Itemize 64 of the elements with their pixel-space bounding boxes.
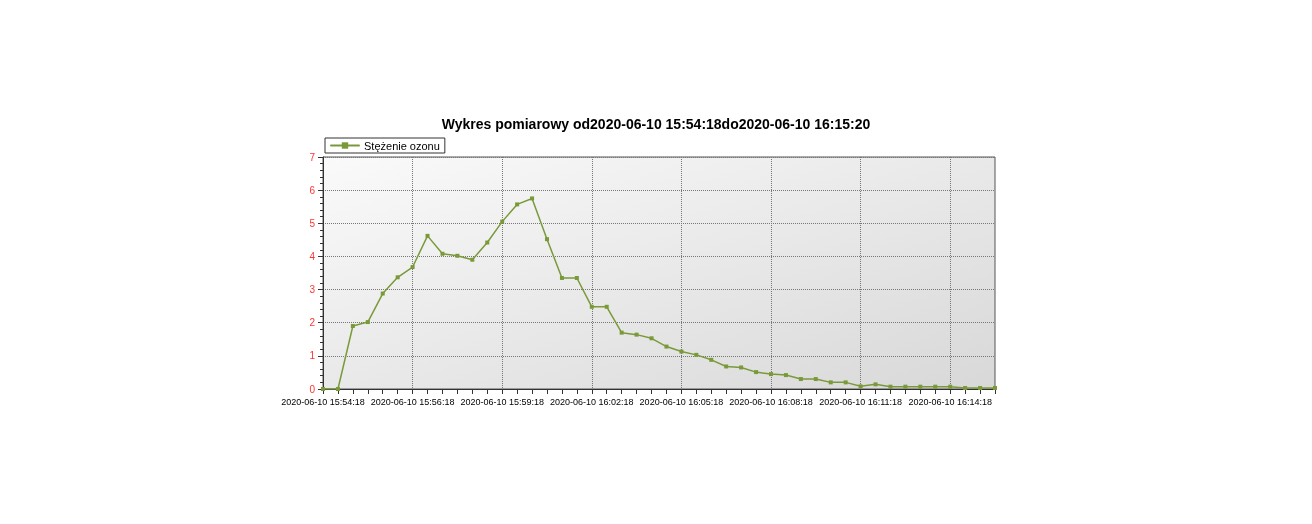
point [828,380,833,385]
point [559,275,564,280]
y-tick-label: 6 [309,184,316,196]
point [798,377,803,382]
point [395,275,400,280]
point [365,320,370,325]
point [634,332,639,337]
point [321,387,325,391]
y-tick-label: 2 [309,317,316,329]
point [918,384,923,389]
point [754,370,759,375]
x-tick-label: 2020-06-10 16:11:18 [819,396,903,407]
point [470,257,475,262]
x-tick-label: 2020-06-10 16:08:18 [729,396,813,407]
y-tick-label: 4 [309,250,316,262]
point [380,291,385,296]
point [858,384,863,389]
y-tick-label: 7 [309,151,316,163]
point [485,240,490,245]
point [574,275,579,280]
point [724,364,729,369]
x-tick-label: 2020-06-10 15:54:18 [281,396,365,407]
x-tick-label: 2020-06-10 15:56:18 [370,396,455,407]
point [843,380,848,385]
point [709,357,714,362]
x-tick-label: 2020-06-10 16:02:18 [550,396,634,407]
point [545,237,549,242]
point [679,349,684,354]
y-tick-label: 5 [309,217,316,229]
x-tick-label: 2020-06-10 16:05:18 [639,396,724,407]
point [769,372,773,377]
x-tick-label: 2020-06-10 15:59:18 [460,396,544,407]
chart-title: Wykres pomiarowy od2020-06-10 15:54:18do2020-06-10 16:15:20 [441,116,871,132]
point [739,365,744,370]
y-tick-label: 3 [309,284,316,296]
point [500,219,505,224]
point [963,386,968,391]
point [903,384,908,389]
point [350,324,355,329]
point [993,386,997,391]
point [619,330,624,335]
point [530,196,535,201]
point [589,304,594,309]
point [604,304,609,309]
point [440,251,445,256]
point [455,253,460,258]
point [335,387,340,391]
point [933,384,938,389]
point [694,352,699,357]
point [425,233,430,238]
point [410,265,415,270]
legend-label: Stężenie ozonu [364,139,440,152]
point [813,377,818,382]
y-tick-label: 0 [309,383,316,395]
point [948,384,953,389]
y-tick-label: 1 [309,350,316,362]
point [978,386,983,391]
point [783,373,788,378]
point [873,382,878,387]
point [664,344,669,349]
point [649,336,654,341]
x-tick-label: 2020-06-10 16:14:18 [908,396,992,407]
point [888,384,893,389]
point [515,202,520,207]
